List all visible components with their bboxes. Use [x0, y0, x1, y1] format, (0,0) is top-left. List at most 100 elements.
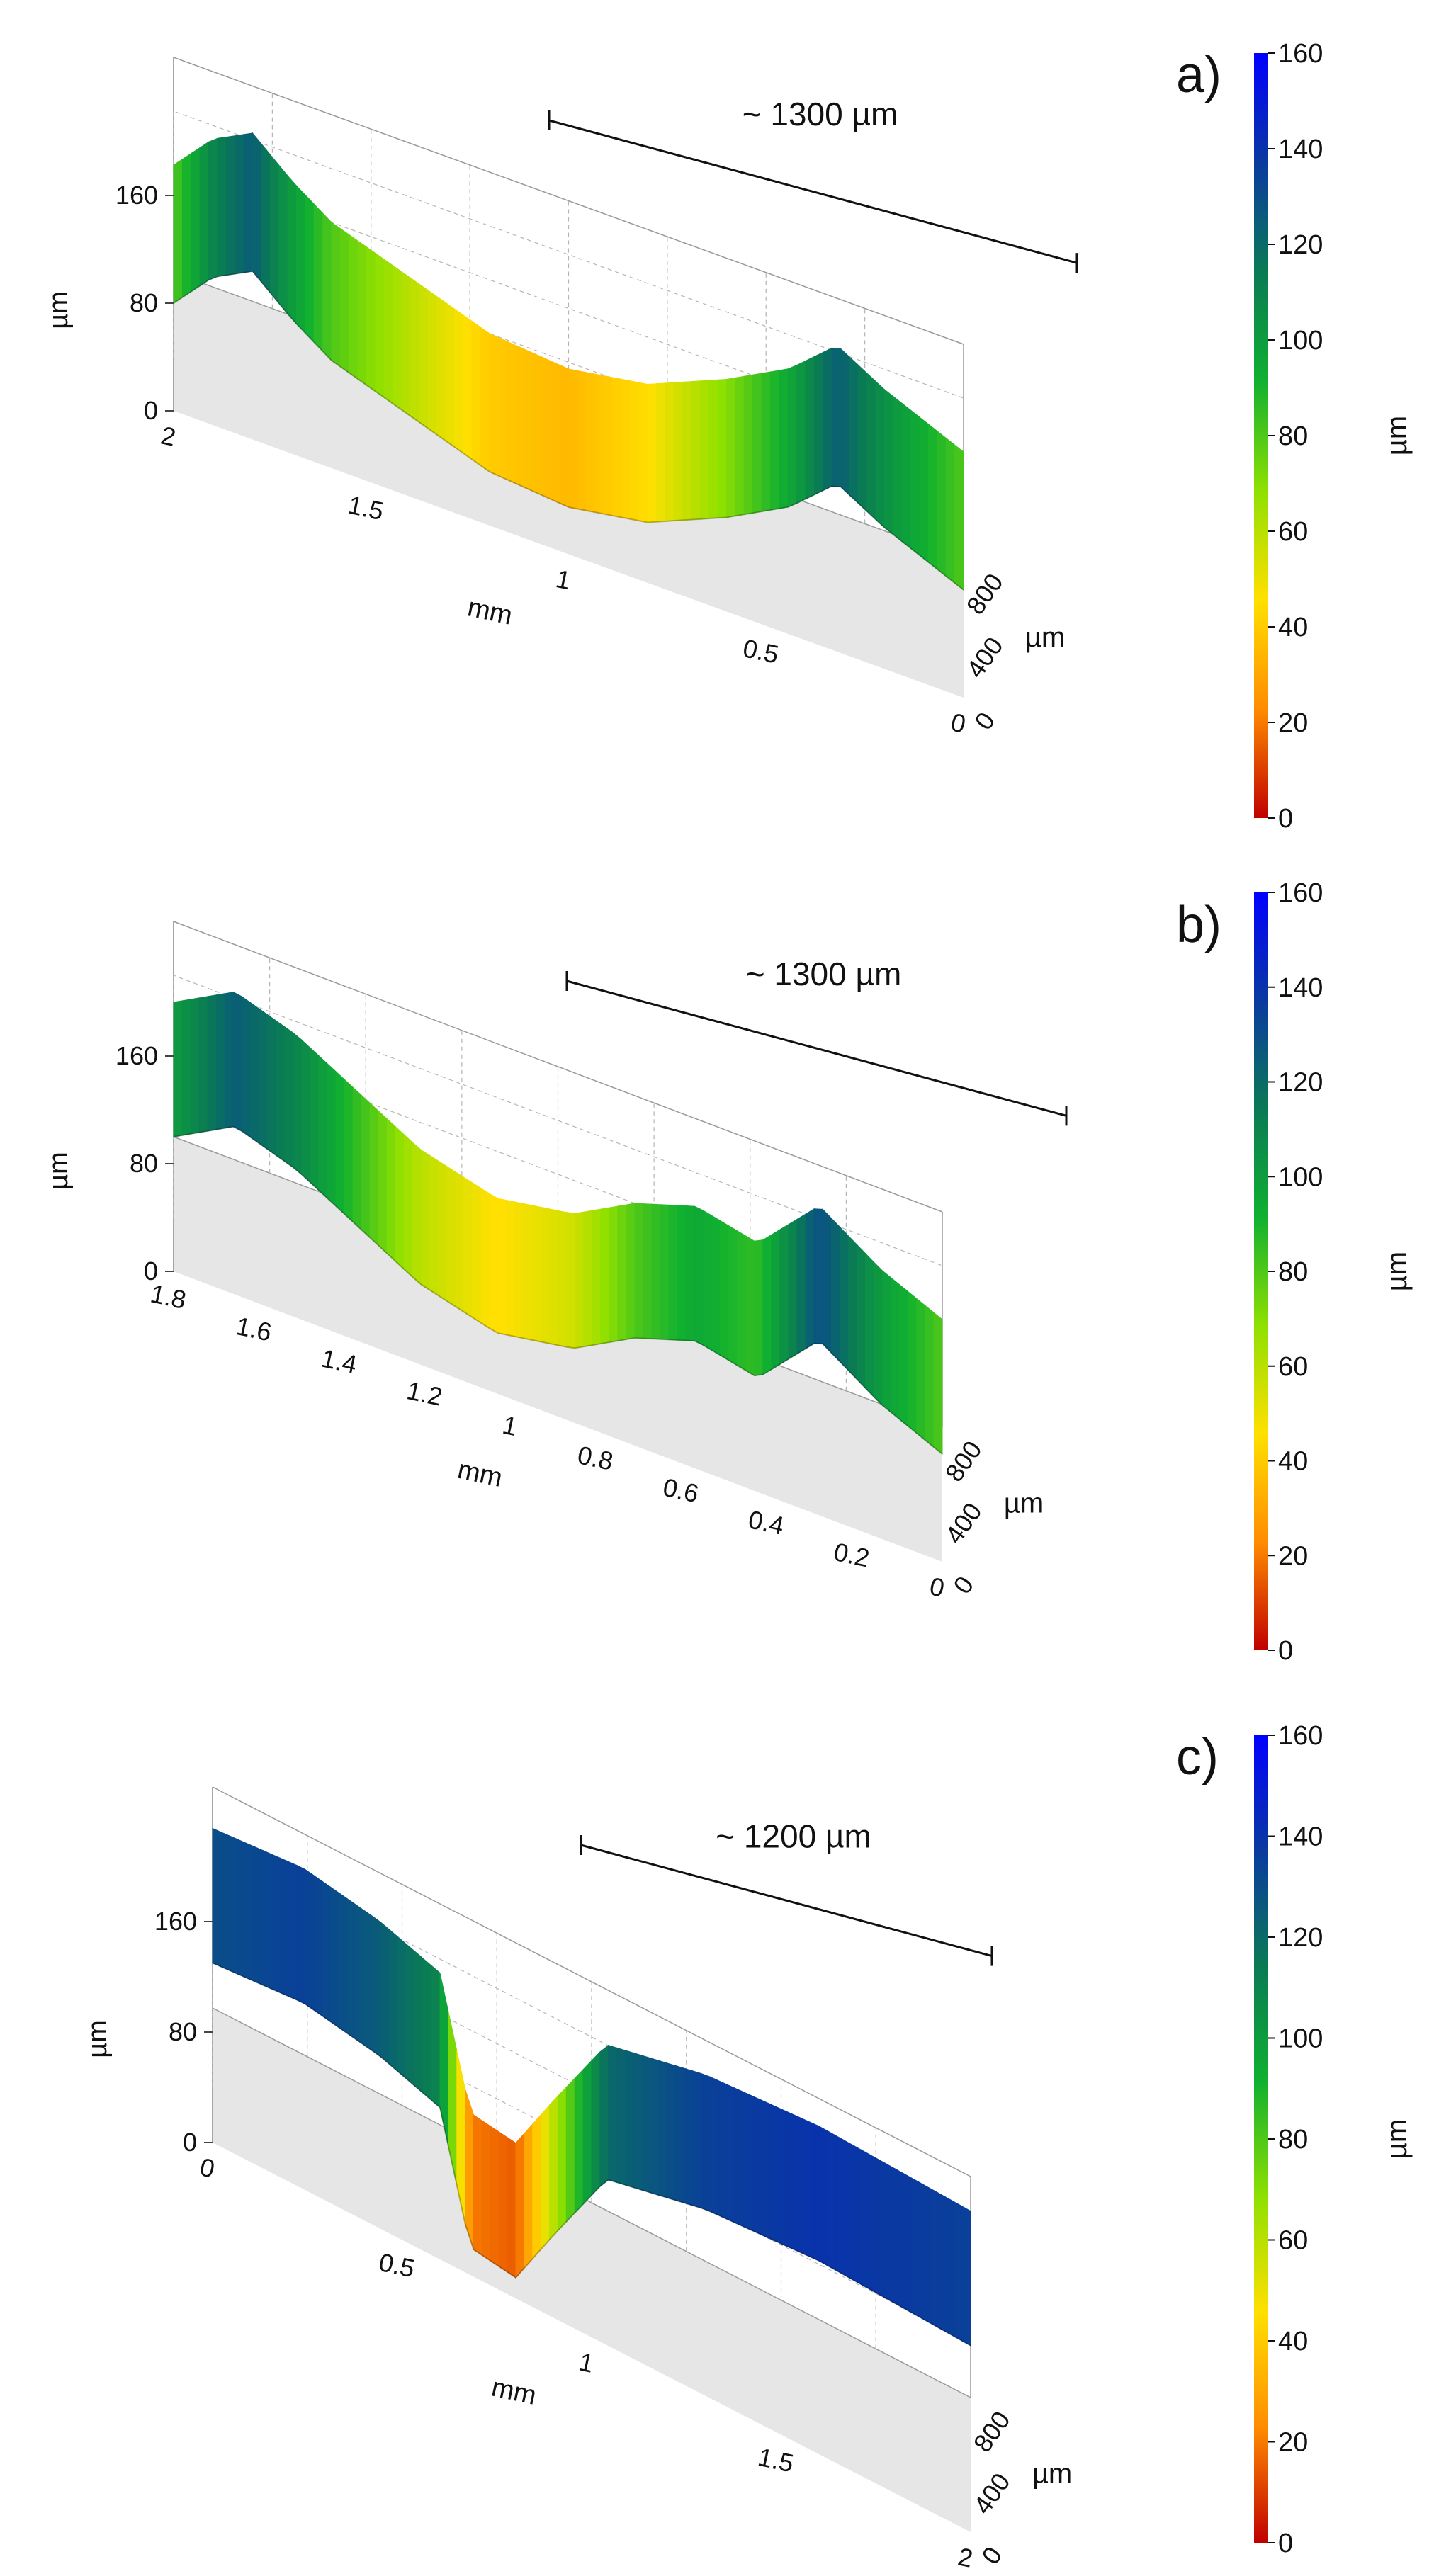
surface: [173, 991, 943, 1456]
x-tick-label: 0: [927, 1572, 947, 1603]
z-tick-label: 80: [169, 2017, 197, 2046]
z-tick-label: 160: [115, 1041, 158, 1070]
x-tick-label: 1: [553, 564, 573, 595]
colorbar-tick-label: 100: [1278, 1162, 1323, 1192]
x-tick-label: 1.2: [405, 1375, 445, 1412]
panel-b: 160 80 0 µm 1.8 1.6 1.4 1.2 1 0.8 0.6 0.4 0.2 0 mm 800 4…: [0, 846, 1451, 1693]
x-tick-label: 0.5: [740, 633, 781, 669]
x-tick-label: 2: [159, 421, 179, 452]
colorbar-tick-label: 140: [1278, 1822, 1323, 1852]
colorbar-unit-label: µm: [1382, 416, 1413, 455]
z-axis-label: µm: [83, 2020, 113, 2058]
colorbar-tick-label: 120: [1278, 1923, 1323, 1953]
panel-label: b): [1176, 897, 1221, 953]
x-tick-label: 0.4: [746, 1504, 786, 1541]
x-tick-label: 0: [198, 2152, 218, 2184]
colorbar-tick-label: 40: [1278, 2327, 1308, 2356]
z-tick-label: 0: [183, 2128, 197, 2157]
panel-a: 160 80 0 µm 2 1.5 1 0.5 0 mm 800 400 0 µm ~ 1300 µm a) 1…: [0, 0, 1451, 846]
x-tick-label: 0.6: [660, 1473, 701, 1509]
x-axis-label: mm: [465, 592, 515, 630]
floor-plane: [213, 2008, 971, 2532]
x-tick-label: 1.4: [319, 1344, 359, 1380]
x-axis-label: mm: [455, 1455, 505, 1493]
colorbar-tick-label: 160: [1278, 1721, 1323, 1751]
colorbar: 160 140 120 100 80 60 40 20 0 µm: [1254, 878, 1413, 1666]
colorbar-tick-label: 20: [1278, 708, 1308, 738]
colorbar-tick-label: 120: [1278, 1068, 1323, 1098]
x-tick-label: 0.5: [376, 2247, 417, 2283]
colorbar-tick-label: 60: [1278, 2226, 1308, 2256]
x-tick-label: 1: [500, 1410, 520, 1441]
x-tick-label: 1.5: [346, 490, 386, 526]
y-tick-label: 0: [969, 707, 1000, 735]
z-tick-label: 160: [115, 181, 158, 210]
surface: [212, 1827, 971, 2347]
colorbar-tick-label: 80: [1278, 1257, 1308, 1287]
z-tick-label: 0: [144, 396, 158, 425]
x-tick-label: 1.8: [148, 1279, 188, 1315]
z-tick-label: 0: [144, 1256, 158, 1286]
colorbar-tick-label: 60: [1278, 517, 1308, 547]
width-annotation: ~ 1300 µm: [565, 955, 1068, 1126]
y-tick-label: 400: [939, 1497, 988, 1549]
annotation-label: ~ 1200 µm: [716, 1818, 871, 1855]
annotation-label: ~ 1300 µm: [743, 96, 898, 132]
colorbar-tick-label: 140: [1278, 973, 1323, 1003]
colorbar-gradient: [1254, 892, 1268, 1650]
colorbar-tick-label: 140: [1278, 135, 1323, 164]
colorbar: 160 140 120 100 80 60 40 20 0 µm: [1254, 1721, 1413, 2558]
y-tick-label: 800: [968, 2406, 1016, 2458]
colorbar-tick-label: 0: [1278, 2529, 1293, 2558]
colorbar-tick-label: 40: [1278, 1447, 1308, 1477]
colorbar-tick-label: 160: [1278, 878, 1323, 908]
x-tick-label: 0.2: [831, 1537, 871, 1573]
colorbar-tick-label: 60: [1278, 1352, 1308, 1382]
y-tick-label: 400: [968, 2468, 1016, 2519]
colorbar-tick-label: 100: [1278, 2024, 1323, 2054]
y-tick-label: 0: [947, 1571, 979, 1599]
colorbar-gradient: [1254, 1735, 1268, 2543]
floor-plane: [174, 1137, 942, 1562]
y-axis-label: µm: [1004, 1488, 1044, 1519]
z-tick-label: 80: [130, 288, 158, 317]
colorbar-tick-label: 80: [1278, 421, 1308, 451]
y-axis-label: µm: [1025, 622, 1065, 653]
colorbar-tick-label: 120: [1278, 230, 1323, 260]
colorbar-gradient: [1254, 53, 1268, 818]
y-tick-label: 800: [961, 568, 1009, 620]
x-tick-label: 0.8: [575, 1440, 616, 1476]
width-annotation: ~ 1300 µm: [548, 96, 1078, 273]
x-tick-label: 1.5: [755, 2442, 796, 2478]
panel-label: c): [1176, 1729, 1219, 1786]
panel-label: a): [1176, 47, 1221, 103]
colorbar: 160 140 120 100 80 60 40 20 0 µm: [1254, 39, 1413, 834]
x-tick-label: 2: [956, 2542, 976, 2572]
y-tick-label: 400: [961, 632, 1009, 683]
grid-lines: [173, 93, 964, 524]
x-tick-label: 1.6: [233, 1311, 273, 1347]
colorbar-tick-label: 100: [1278, 326, 1323, 356]
z-axis-label: µm: [44, 1152, 74, 1190]
colorbar-tick-label: 160: [1278, 39, 1323, 69]
panel-c: 160 80 0 µm 0 0.5 1 1.5 2 mm 800 400 0 µm ~ 1200 µm c) 1…: [0, 1693, 1451, 2573]
z-axis-label: µm: [44, 291, 74, 329]
x-axis-label: mm: [489, 2373, 539, 2411]
colorbar-unit-label: µm: [1382, 2119, 1413, 2159]
x-tick-label: 0: [949, 708, 969, 739]
x-tick-label: 1: [577, 2347, 597, 2378]
colorbar-tick-label: 20: [1278, 2428, 1308, 2458]
y-tick-label: 0: [976, 2541, 1007, 2570]
colorbar-tick-label: 0: [1278, 804, 1293, 834]
colorbar-tick-label: 20: [1278, 1541, 1308, 1571]
colorbar-unit-label: µm: [1382, 1252, 1413, 1291]
y-tick-label: 800: [939, 1436, 988, 1487]
width-annotation: ~ 1200 µm: [580, 1818, 993, 1966]
surface: [173, 132, 964, 591]
y-axis-label: µm: [1032, 2458, 1072, 2490]
z-tick-label: 80: [130, 1149, 158, 1178]
colorbar-tick-label: 80: [1278, 2125, 1308, 2155]
colorbar-tick-label: 0: [1278, 1636, 1293, 1666]
